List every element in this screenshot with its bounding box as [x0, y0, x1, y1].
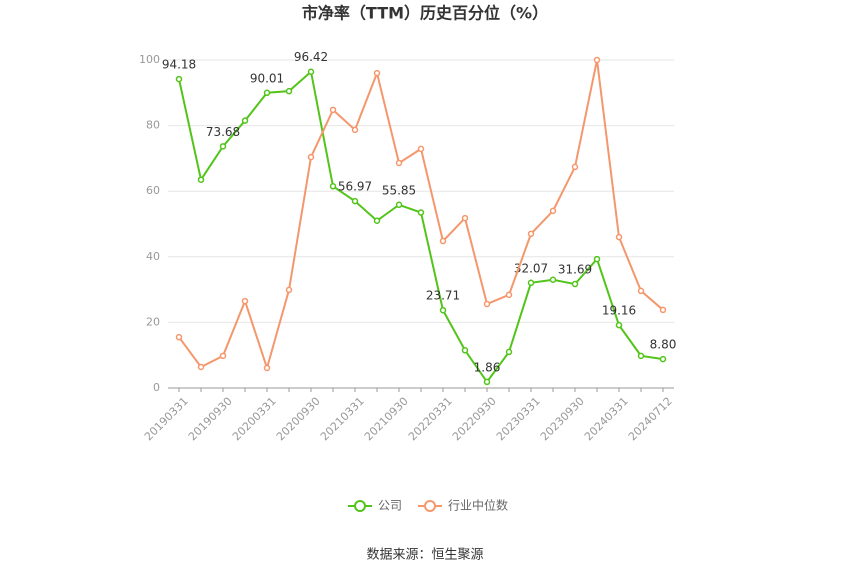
point: [483, 378, 491, 386]
point: [593, 255, 601, 263]
point: [285, 286, 293, 294]
point: [241, 297, 249, 305]
legend-marker: [354, 500, 366, 512]
point: [549, 207, 557, 215]
point: [461, 214, 469, 222]
point: [263, 89, 271, 97]
point: [439, 237, 447, 245]
data-label: 94.18: [162, 58, 196, 72]
legend-marker: [424, 500, 436, 512]
x-tick-label: 20210930: [362, 395, 411, 444]
x-tick-label: 20230930: [538, 395, 587, 444]
point: [351, 126, 359, 134]
point: [351, 197, 359, 205]
data-label: 23.71: [426, 289, 460, 303]
point: [197, 363, 205, 371]
x-tick-label: 20220930: [450, 395, 499, 444]
point: [263, 364, 271, 372]
point: [615, 233, 623, 241]
y-tick-label: 40: [146, 250, 160, 263]
point: [329, 106, 337, 114]
data-label: 8.80: [650, 338, 677, 352]
point: [439, 306, 447, 314]
point: [219, 352, 227, 360]
data-label: 56.97: [338, 180, 372, 194]
x-tick-label: 20230331: [494, 395, 543, 444]
x-tick-label: 20210331: [318, 395, 367, 444]
x-tick-label: 20220331: [406, 395, 455, 444]
source: 数据来源：恒生聚源: [366, 548, 483, 563]
point: [417, 145, 425, 153]
data-label: 55.85: [382, 183, 416, 197]
y-tick-label: 20: [146, 315, 160, 328]
point: [505, 291, 513, 299]
point: [571, 280, 579, 288]
point: [593, 56, 601, 64]
point: [527, 230, 535, 238]
point: [197, 176, 205, 183]
y-tick-label: 0: [153, 381, 160, 394]
point: [615, 321, 623, 329]
point: [395, 159, 403, 167]
data-label: 31.69: [558, 263, 592, 277]
y-tick-label: 80: [146, 119, 160, 132]
point: [175, 333, 183, 341]
point: [307, 68, 315, 75]
y-tick-label: 60: [146, 184, 160, 197]
data-label: 90.01: [250, 71, 284, 85]
point: [329, 183, 337, 190]
x-tick-label: 20240712: [626, 395, 675, 444]
point: [373, 69, 381, 77]
point: [395, 201, 403, 209]
x-tick-label: 20240331: [582, 395, 631, 444]
x-tick-label: 20190930: [186, 395, 235, 444]
x-tick-label: 20200930: [274, 395, 323, 444]
point: [461, 347, 469, 354]
legend-label: 行业中位数: [448, 498, 508, 513]
point: [637, 352, 645, 360]
point: [549, 276, 557, 284]
point: [285, 87, 293, 95]
legend-label: 公司: [378, 499, 402, 513]
data-label: 96.42: [294, 50, 328, 64]
point: [373, 217, 381, 224]
x-tick-label: 20200331: [230, 395, 279, 444]
point: [659, 355, 667, 363]
point: [219, 143, 227, 150]
line: [178, 69, 664, 384]
y-tick-label: 100: [139, 53, 160, 66]
point: [483, 300, 491, 308]
point: [527, 279, 535, 287]
point: [417, 209, 425, 216]
data-label: 32.07: [514, 261, 548, 275]
chart-title: 市净率（TTM）历史百分位（%）: [302, 4, 548, 23]
point: [505, 348, 513, 356]
point: [307, 153, 315, 161]
point: [241, 117, 249, 124]
data-label: 73.68: [206, 125, 240, 139]
point: [637, 287, 645, 295]
point: [175, 75, 183, 83]
point: [659, 306, 667, 314]
data-label: 19.16: [602, 304, 636, 318]
data-label: 1.86: [474, 360, 501, 374]
x-tick-label: 20190331: [142, 395, 191, 444]
point: [571, 163, 579, 171]
